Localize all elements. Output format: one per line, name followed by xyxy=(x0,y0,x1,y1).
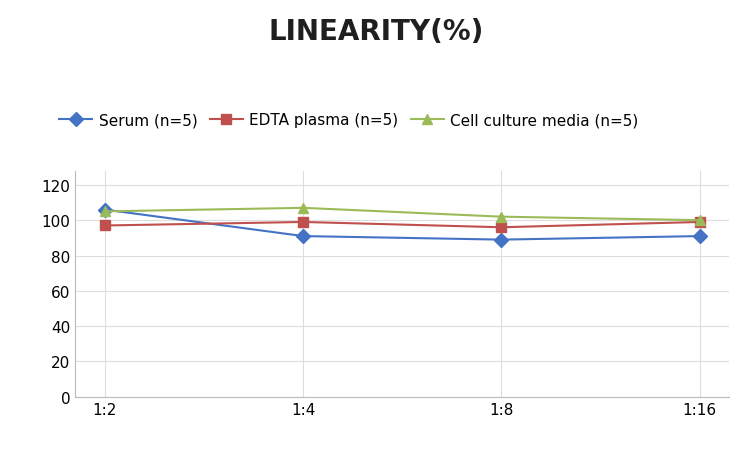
Serum (n=5) xyxy=(299,234,308,239)
Cell culture media (n=5) xyxy=(101,209,110,215)
Serum (n=5) xyxy=(497,237,506,243)
Serum (n=5) xyxy=(101,207,110,213)
Line: Cell culture media (n=5): Cell culture media (n=5) xyxy=(100,203,705,226)
EDTA plasma (n=5) xyxy=(101,223,110,229)
Cell culture media (n=5) xyxy=(299,206,308,211)
Cell culture media (n=5) xyxy=(695,218,704,223)
EDTA plasma (n=5) xyxy=(695,220,704,225)
Line: Serum (n=5): Serum (n=5) xyxy=(100,205,705,245)
EDTA plasma (n=5) xyxy=(299,220,308,225)
EDTA plasma (n=5) xyxy=(497,225,506,230)
Serum (n=5) xyxy=(695,234,704,239)
Legend: Serum (n=5), EDTA plasma (n=5), Cell culture media (n=5): Serum (n=5), EDTA plasma (n=5), Cell cul… xyxy=(53,107,644,134)
Text: LINEARITY(%): LINEARITY(%) xyxy=(268,18,484,46)
Line: EDTA plasma (n=5): EDTA plasma (n=5) xyxy=(100,218,705,233)
Cell culture media (n=5) xyxy=(497,215,506,220)
